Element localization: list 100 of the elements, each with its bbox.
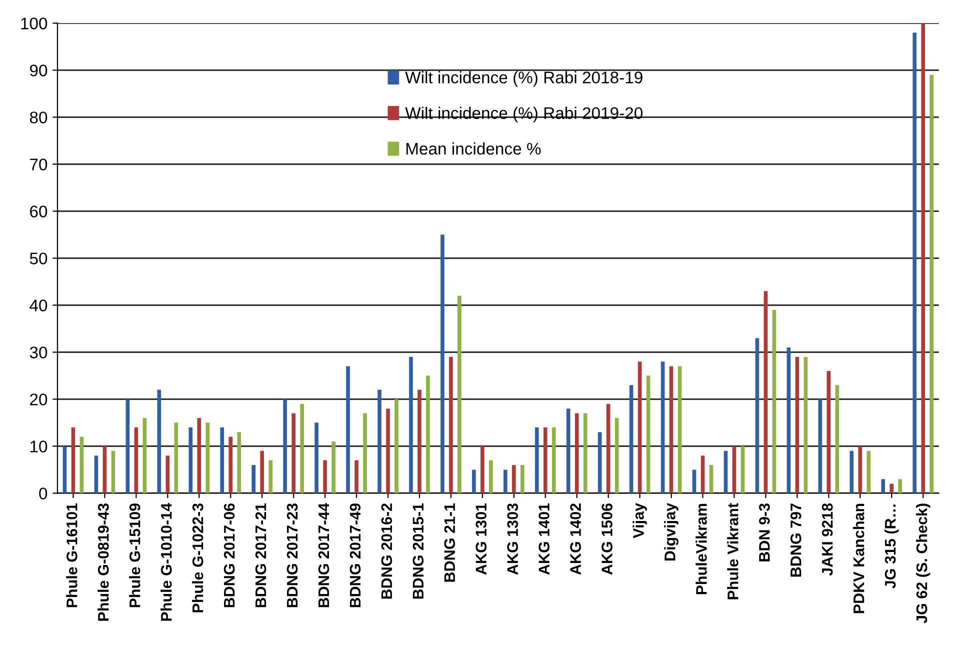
bar [314, 422, 318, 494]
bar [268, 460, 272, 494]
bar [472, 470, 476, 494]
y-tick-label: 20 [30, 394, 48, 406]
x-tick-label: JG 315 (R… [884, 504, 899, 588]
x-tick-label: AKG 1506 [602, 503, 612, 575]
x-tick-label: BDNG 2017-23 [286, 503, 298, 608]
bar [346, 366, 350, 494]
x-tick-label: BDNG 2015-1 [412, 503, 424, 599]
x-tick-label: Phule G-0819-43 [98, 503, 109, 621]
legend-label: Mean incidence % [406, 142, 541, 155]
bar [912, 32, 917, 494]
y-tick-label: 10 [30, 440, 48, 452]
bar [732, 446, 736, 494]
bar [574, 413, 579, 494]
bar [566, 408, 570, 494]
x-tick-label: Vijay [632, 502, 647, 538]
bar [378, 390, 382, 494]
bar [890, 484, 894, 494]
bar [300, 404, 304, 494]
bar [629, 385, 634, 494]
bar [449, 356, 453, 494]
bar [921, 23, 926, 494]
bar [418, 390, 422, 494]
bar [80, 436, 84, 494]
bar [188, 427, 193, 494]
y-tick-label: 30 [30, 346, 48, 358]
x-tick-label: Phule G-1010-14 [160, 502, 172, 621]
bar [764, 291, 768, 494]
x-tick-label: Phule Vikrant [727, 503, 738, 600]
bar [206, 422, 210, 494]
bar [826, 370, 831, 494]
y-tick-label: 60 [30, 206, 48, 218]
x-tick-label: AKG 1301 [476, 503, 487, 575]
x-tick-label: BDNG 2016-2 [381, 504, 392, 599]
bar [598, 432, 602, 494]
bar [709, 464, 714, 494]
bar [850, 450, 854, 494]
bar [102, 446, 107, 494]
bar [700, 456, 705, 494]
bar [818, 399, 822, 494]
bar [480, 446, 484, 494]
y-tick-label: 0 [39, 488, 48, 500]
bar [166, 456, 170, 494]
bar [228, 436, 233, 494]
bar [898, 479, 902, 494]
bar [394, 399, 398, 494]
bar [692, 470, 696, 494]
x-tick-label: BDNG 21-1 [444, 503, 456, 582]
bar [332, 441, 336, 494]
bar [363, 413, 367, 494]
bar [583, 413, 588, 494]
x-tick-label: Phule G-15109 [129, 503, 140, 608]
bar [552, 427, 556, 494]
bar [543, 427, 548, 494]
bar [62, 446, 67, 494]
bar [795, 356, 800, 494]
bar [111, 450, 116, 494]
bar [755, 338, 760, 494]
bar [426, 376, 430, 494]
bar [614, 418, 619, 494]
x-tick-label: BDNG 2017-21 [255, 503, 266, 608]
bar [772, 310, 776, 494]
bar [930, 74, 934, 494]
bar [386, 408, 390, 494]
bar [134, 427, 138, 494]
x-tick-label: BDN 9-3 [759, 503, 770, 562]
x-tick-label: BDNG 2017-06 [224, 503, 235, 608]
bar [678, 366, 682, 494]
bar [197, 418, 202, 494]
bar [646, 376, 650, 494]
bar [252, 464, 256, 494]
bar [409, 356, 413, 494]
x-tick-label: BDNG 2017-49 [350, 503, 361, 608]
x-tick-label: Digvijay [664, 502, 678, 560]
bar [292, 413, 296, 494]
bar [142, 418, 147, 494]
bar [94, 456, 98, 494]
bar [489, 460, 493, 494]
x-tick-label: BDNG 2017-44 [318, 502, 330, 608]
bar [724, 450, 728, 494]
bar [237, 432, 242, 494]
legend-label: Wilt incidence (%) Rabi 2018-19 [405, 71, 642, 87]
bar [512, 464, 516, 494]
x-tick-label: Phule G-1022-3 [192, 503, 204, 612]
x-tick-label: Phule G-16101 [66, 503, 78, 608]
bar [260, 450, 264, 494]
bar [606, 404, 610, 494]
x-tick-label: PDKV Kanchan [853, 504, 864, 614]
bar [660, 362, 665, 494]
y-tick-label: 80 [30, 112, 48, 124]
x-tick-label: AKG 1401 [538, 503, 550, 575]
y-tick-label: 70 [30, 158, 48, 170]
bar [174, 422, 178, 494]
bar [440, 234, 444, 494]
y-tick-label: 50 [30, 252, 48, 264]
x-tick-label: PhuleVikram [696, 504, 707, 594]
bar [503, 470, 508, 494]
bar [220, 427, 224, 494]
x-tick-label: AKG 1402 [570, 504, 581, 575]
